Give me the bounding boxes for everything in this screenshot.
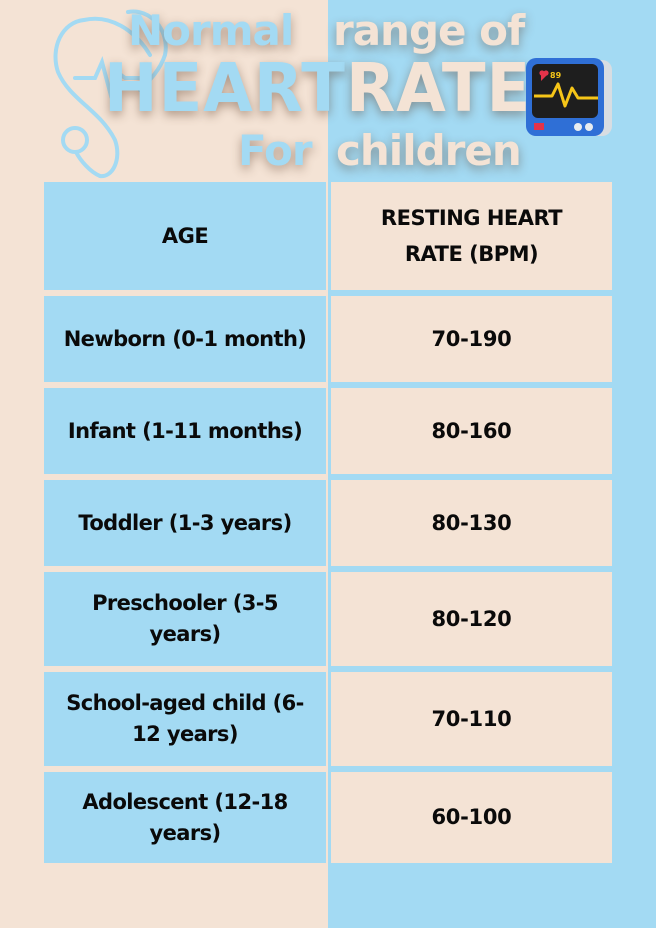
heart-monitor-icon: 89 xyxy=(526,58,612,136)
age-cell-school-aged: School-aged child (6-12 years) xyxy=(44,672,326,766)
title-normal: Normal xyxy=(128,6,294,55)
bpm-cell-preschooler: 80-120 xyxy=(331,572,612,666)
header-resting-heart-rate: RESTING HEART RATE (BPM) xyxy=(331,182,612,290)
header-age: AGE xyxy=(44,182,326,290)
bpm-cell-infant: 80-160 xyxy=(331,388,612,474)
title-heart: HEART xyxy=(104,50,346,128)
age-cell-infant: Infant (1-11 months) xyxy=(44,388,326,474)
title-for: For xyxy=(238,126,313,175)
monitor-reading: 89 xyxy=(550,71,562,80)
age-cell-adolescent: Adolescent (12-18 years) xyxy=(44,772,326,863)
title-children: children xyxy=(336,126,522,175)
stethoscope-icon xyxy=(53,9,168,179)
title-rate: RATE xyxy=(346,50,532,128)
bpm-cell-school-aged: 70-110 xyxy=(331,672,612,766)
title-range-of: range of xyxy=(333,6,525,55)
bpm-cell-toddler: 80-130 xyxy=(331,480,612,566)
age-cell-toddler: Toddler (1-3 years) xyxy=(44,480,326,566)
bpm-cell-newborn: 70-190 xyxy=(331,296,612,382)
age-cell-newborn: Newborn (0-1 month) xyxy=(44,296,326,382)
age-cell-preschooler: Preschooler (3-5 years) xyxy=(44,572,326,666)
bpm-cell-adolescent: 60-100 xyxy=(331,772,612,863)
